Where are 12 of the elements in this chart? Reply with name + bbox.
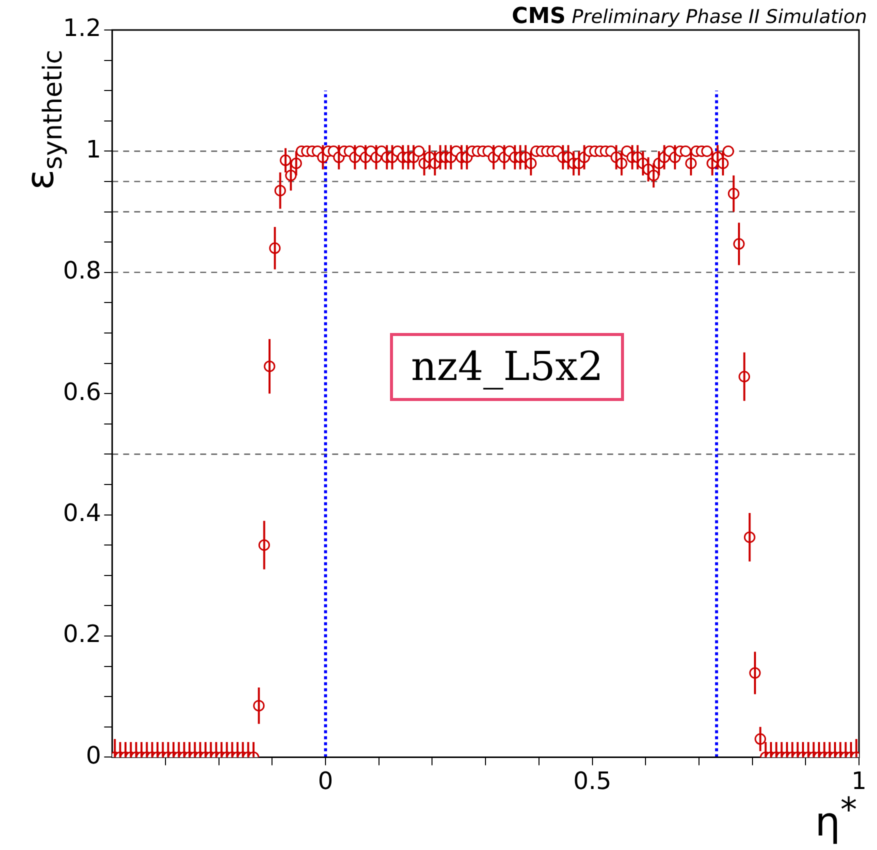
chart-subtitle: Preliminary Phase II Simulation bbox=[572, 6, 867, 28]
y-tick-label: 1.2 bbox=[62, 14, 102, 42]
y-tick-label: 0.2 bbox=[62, 620, 102, 648]
x-tick-label: 0.5 bbox=[573, 766, 612, 795]
annotation: nz4_L5x2 bbox=[390, 333, 624, 401]
y-tick-label: 0.8 bbox=[62, 256, 102, 285]
y-tick-label: 0.4 bbox=[62, 499, 102, 528]
x-tick-label: 0 bbox=[318, 766, 334, 795]
y-tick-label: 1 bbox=[86, 135, 102, 164]
y-tick-label: 0.6 bbox=[62, 378, 102, 406]
chart-title: CMS bbox=[512, 4, 566, 29]
y-tick-label: 0 bbox=[86, 741, 102, 770]
